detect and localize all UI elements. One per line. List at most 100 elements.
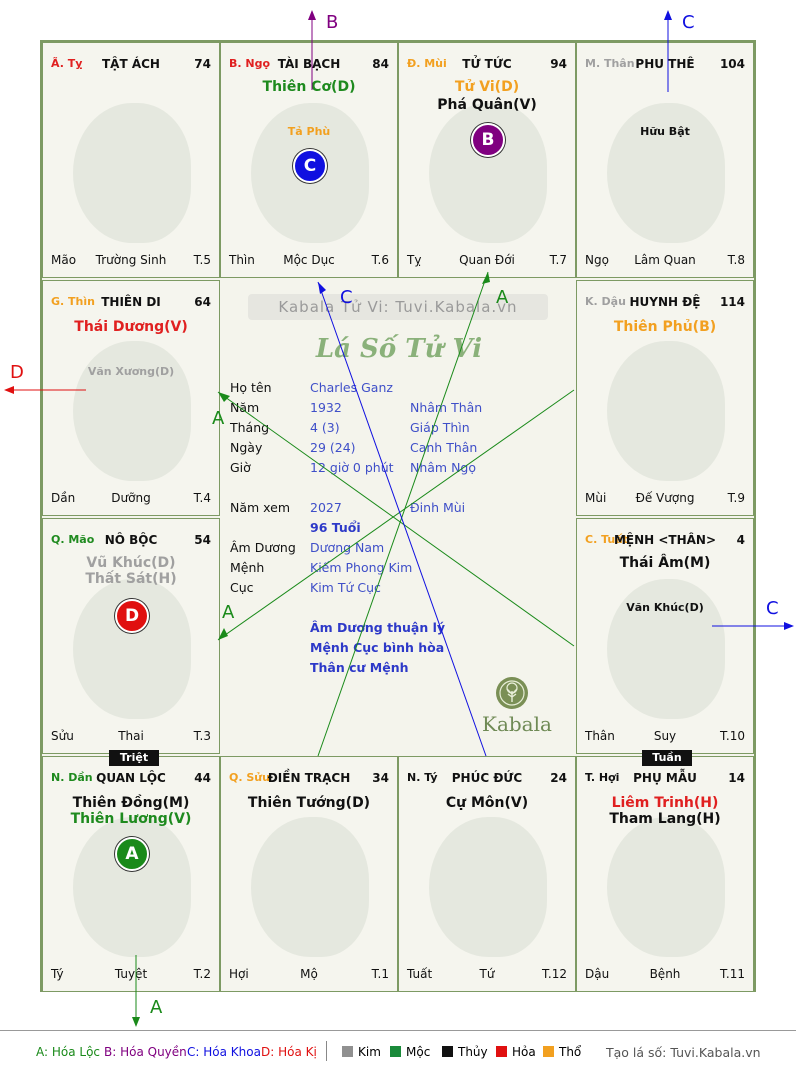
palace-cell-dan: N. Dần QUAN LỘC 44 Thiên Đồng(M) Thiên Lương… [42,756,220,992]
palace-name: PHÚC ĐỨC [451,771,523,785]
palace-can-chi: B. Ngọ [229,57,271,70]
legend-hoa-ki: D: Hóa Kị [261,1045,317,1059]
triet-tag: Triệt [109,750,159,766]
transform-badge: D [115,599,149,633]
script-title: Lá Số Tử Vi [315,334,483,364]
note-2: Mệnh Cục bình hòa [310,640,445,655]
footer-age: T.7 [549,253,567,267]
arrowhead-a-out [132,1017,140,1027]
legend-thuy: Thủy [442,1045,488,1059]
footer-age: T.10 [720,729,745,743]
palace-name: PHỤ MẪU [633,771,697,785]
footer-stage: Trường Sinh [95,253,167,267]
footer-stage: Đế Vượng [635,491,695,505]
legend-bar: A: Hóa Lộc B: Hóa Quyền C: Hóa Khoa D: H… [0,1030,796,1071]
palace-header: C. Tuất MỆNH <THÂN> 4 [585,533,745,549]
tuan-tag: Tuần [642,750,692,766]
palace-can-chi: Q. Sửu [229,771,270,784]
palace-number: 64 [194,295,211,309]
value-gio: 12 giờ 0 phút [310,460,394,475]
palace-header: M. Thân PHU THÊ 104 [585,57,745,73]
palace-footer: Tuất Tứ T.12 [407,967,567,983]
legend-hoa-quyen: B: Hóa Quyền [104,1045,187,1059]
palace-header: T. Hợi PHỤ MẪU 14 [585,771,745,787]
value-thang-can-chi: Giáp Thìn [410,420,470,435]
footer-age: T.3 [193,729,211,743]
palace-number: 54 [194,533,211,547]
palace-name: PHU THÊ [635,57,695,71]
value-thang: 4 (3) [310,420,340,435]
palace-can-chi: K. Dậu [585,295,626,308]
palace-name: THIÊN DI [101,295,161,309]
palace-number: 84 [372,57,389,71]
palace-header: N. Tý PHÚC ĐỨC 24 [407,771,567,787]
palace-can-chi: M. Thân [585,57,635,70]
arrowhead-d-out [4,386,14,394]
palace-cell-dau: K. Dậu HUYNH ĐỆ 114 Thiên Phủ(B) Mùi Đế Vượng… [576,280,754,516]
note-3: Thân cư Mệnh [310,660,409,675]
palace-name: TẬT ÁCH [102,57,160,71]
arrowhead-c-out [784,622,794,630]
palace-can-chi: G. Thìn [51,295,95,308]
star-label: Liêm Trinh(H) [611,795,719,811]
transform-badge: C [293,149,327,183]
tho-swatch [543,1046,554,1057]
palace-number: 104 [719,57,745,71]
zodiac-art [607,579,725,719]
palace-number: 44 [194,771,211,785]
star-label: Thái Dương(V) [74,319,188,335]
footer-stage: Suy [653,729,677,743]
star-label: Thiên Lương(V) [70,811,192,827]
palace-cell-mao: Q. Mão NÔ BỘC 54 Vũ Khúc(D) Thất Sát(H) D Sửu T… [42,518,220,754]
star-label: Cự Môn(V) [445,795,529,811]
arrowhead-b-top [308,10,316,20]
star-label: Thất Sát(H) [85,571,177,587]
palace-cell-thin: G. Thìn THIÊN DI 64 Thái Dương(V) Văn Xương(… [42,280,220,516]
footer-branch: Mão [51,253,77,267]
label-nam: Năm [230,400,260,415]
transform-badge: A [115,837,149,871]
value-tuoi: 96 Tuổi [310,520,361,535]
palace-cell-tuat: C. Tuất MỆNH <THÂN> 4 Thái Âm(M) Văn Khúc(D)… [576,518,754,754]
direction-a-inner-left-top: A [212,408,225,429]
palace-footer: Sửu Thai T.3 [51,729,211,745]
label-cuc: Cục [230,580,254,595]
label-menh: Mệnh [230,560,265,575]
footer-stage: Dưỡng [111,491,151,505]
palace-cell-ngo: B. Ngọ TÀI BẠCH 84 Thiên Cơ(D) Tả Phù C Thìn Mộ… [220,42,398,278]
star-label: Thái Âm(M) [619,555,711,571]
direction-c-right: C [766,598,779,619]
value-menh: Kiếm Phong Kim [310,560,413,575]
palace-number: 114 [719,295,745,309]
arrowhead-c-top [664,10,672,20]
label-am-duong: Âm Dương [230,540,296,555]
palace-name: NÔ BỘC [104,533,158,547]
kim-swatch [342,1046,353,1057]
legend-site-link[interactable]: Tạo lá số: Tuvi.Kabala.vn [606,1045,761,1060]
legend-hoa-loc: A: Hóa Lộc [36,1045,101,1059]
footer-stage: Mộc Dục [283,253,335,267]
star-label: Thiên Tướng(D) [247,795,371,811]
center-info-panel: Kabala Tử Vi: Tuvi.Kabala.vn Lá Số Tử Vi… [220,280,578,756]
palace-number: 34 [372,771,389,785]
label-ho-ten: Họ tên [230,380,272,395]
palace-name: HUYNH ĐỆ [629,295,701,309]
footer-stage: Tuyệt [114,967,148,981]
footer-branch: Thìn [229,253,255,267]
palace-can-chi: N. Tý [407,771,438,784]
palace-footer: Mùi Đế Vượng T.9 [585,491,745,507]
palace-cell-mui: Đ. Mùi TỬ TỨC 94 Tử Vi(D) Phá Quân(V) B Tỵ Quan… [398,42,576,278]
footer-age: T.5 [193,253,211,267]
value-nam-xem-can-chi: Đinh Mùi [410,500,466,515]
footer-branch: Ngọ [585,253,609,267]
palace-footer: Ngọ Lâm Quan T.8 [585,253,745,269]
palace-number: 24 [550,771,567,785]
palace-name: QUAN LỘC [96,771,166,785]
palace-can-chi: N. Dần [51,771,93,784]
palace-cell-hoi: T. Hợi PHỤ MẪU 14 Liêm Trinh(H) Tham Lang(H)… [576,756,754,992]
footer-branch: Dậu [585,967,610,981]
star-label: Văn Khúc(D) [626,601,704,614]
footer-stage: Tứ [479,967,495,981]
value-nam-xem: 2027 [310,500,342,515]
star-label: Thiên Đồng(M) [72,795,190,811]
